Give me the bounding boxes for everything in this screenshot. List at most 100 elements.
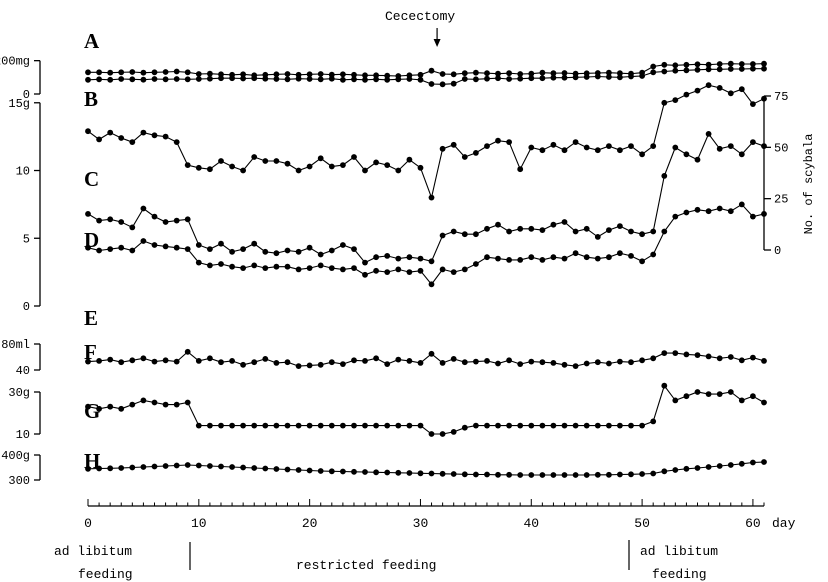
data-point-B: [727, 66, 734, 72]
data-point-F: [473, 358, 479, 365]
data-point-F: [528, 358, 535, 365]
data-point-C: [528, 144, 535, 151]
series-label-C: C: [84, 167, 99, 191]
data-point-G: [262, 422, 269, 429]
data-point-F: [628, 359, 634, 366]
data-point-E: [229, 263, 236, 270]
data-point-C: [229, 163, 236, 170]
data-point-B: [473, 76, 479, 83]
data-point-B: [107, 76, 114, 83]
data-point-G: [173, 401, 180, 408]
data-point-E: [207, 262, 213, 269]
data-point-B: [284, 76, 291, 83]
data-point-A: [118, 69, 125, 76]
data-point-A: [495, 70, 501, 77]
data-point-G: [750, 393, 756, 400]
data-point-E: [317, 262, 324, 269]
data-point-E: [184, 246, 191, 253]
data-point-E: [373, 267, 379, 274]
x-axis-label: day: [772, 516, 796, 531]
data-point-E: [340, 266, 346, 273]
data-point-F: [683, 351, 690, 358]
data-point-H: [273, 466, 280, 472]
data-point-B: [207, 75, 213, 82]
data-point-H: [461, 471, 468, 478]
data-point-C: [284, 160, 291, 167]
data-point-C: [107, 129, 114, 136]
data-point-G: [583, 422, 590, 429]
data-point-A: [107, 69, 114, 76]
data-point-H: [473, 471, 479, 478]
data-point-D: [439, 232, 446, 239]
data-point-D: [118, 219, 125, 225]
data-point-H: [572, 472, 579, 478]
data-point-A: [517, 71, 524, 77]
data-point-E: [251, 262, 258, 269]
data-point-B: [428, 81, 435, 87]
data-point-E: [484, 254, 490, 261]
data-point-C: [716, 85, 723, 91]
data-point-E: [628, 253, 634, 259]
data-point-H: [561, 472, 568, 478]
data-point-H: [583, 472, 590, 478]
y-tick-label: 400g: [1, 449, 30, 463]
data-point-F: [406, 358, 413, 364]
data-point-H: [750, 459, 756, 466]
data-point-A: [240, 71, 247, 78]
data-point-G: [351, 422, 357, 429]
data-point-H: [173, 462, 180, 469]
data-point-D: [650, 228, 657, 235]
data-point-G: [328, 422, 335, 429]
data-point-H: [628, 471, 634, 478]
data-point-C: [328, 163, 335, 170]
data-point-B: [716, 66, 723, 73]
data-point-A: [716, 61, 723, 67]
data-point-G: [539, 422, 546, 429]
y-tick-label: 80ml: [1, 338, 30, 352]
data-point-D: [450, 228, 457, 235]
data-point-H: [683, 465, 690, 472]
data-point-A: [450, 71, 457, 78]
data-point-G: [195, 422, 202, 429]
data-point-C: [96, 136, 102, 143]
data-point-B: [373, 76, 379, 83]
data-point-C: [439, 145, 446, 152]
data-point-G: [384, 422, 391, 429]
data-point-C: [306, 163, 313, 170]
data-point-D: [96, 217, 102, 224]
data-point-C: [539, 147, 546, 154]
data-point-H: [317, 468, 324, 474]
y-tick-label: 0: [23, 300, 30, 314]
data-point-A: [140, 69, 147, 76]
data-point-F: [495, 360, 501, 367]
data-point-H: [550, 472, 557, 478]
data-point-B: [528, 75, 535, 82]
data-point-H: [406, 470, 413, 476]
data-point-A: [151, 69, 158, 76]
data-point-D: [284, 247, 291, 254]
data-point-C: [362, 167, 368, 174]
data-point-E: [583, 254, 590, 261]
data-point-E: [295, 266, 302, 273]
data-point-G: [140, 397, 147, 404]
data-point-B: [251, 75, 258, 82]
data-point-G: [738, 397, 745, 404]
data-point-D: [716, 145, 723, 152]
data-point-E: [395, 266, 402, 273]
data-point-E: [450, 269, 457, 275]
data-point-C: [340, 162, 346, 169]
data-point-C: [561, 147, 568, 154]
data-point-E: [118, 244, 125, 251]
x-tick-label: 20: [302, 516, 318, 531]
data-point-B: [162, 76, 169, 83]
data-point-F: [705, 353, 712, 360]
data-point-A: [317, 71, 324, 77]
data-point-A: [727, 60, 734, 67]
data-point-C: [317, 155, 324, 162]
data-point-C: [572, 139, 579, 146]
data-point-H: [384, 469, 391, 476]
data-point-F: [129, 357, 136, 364]
data-point-E: [417, 267, 424, 274]
data-point-G: [694, 389, 701, 395]
